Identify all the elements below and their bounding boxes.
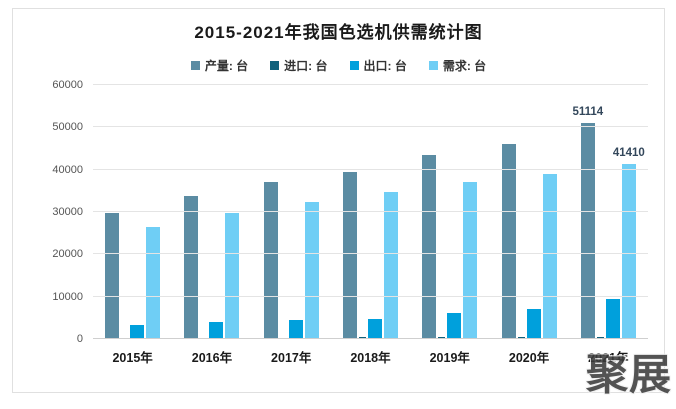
bar-产量-2020年 bbox=[501, 144, 516, 339]
bar-value-label: 41410 bbox=[612, 147, 645, 159]
y-tick-label: 10000 bbox=[52, 290, 83, 303]
bar-需求-2021年: 41410 bbox=[613, 147, 645, 339]
legend-swatch-icon bbox=[190, 61, 200, 70]
bar-group-2017年: 2017年 bbox=[263, 85, 319, 365]
bar-group-2021年: 51114 41410 2021年 bbox=[572, 85, 645, 365]
x-axis-label: 2019年 bbox=[429, 351, 470, 365]
bar-产量-2015年 bbox=[105, 213, 120, 339]
legend-item-1: 进口: 台 bbox=[270, 57, 328, 74]
y-tick-label: 30000 bbox=[52, 206, 83, 218]
x-axis-label: 2021年 bbox=[588, 351, 629, 365]
legend-label: 出口: 台 bbox=[363, 59, 407, 73]
y-tick-label: 60000 bbox=[52, 79, 83, 91]
x-axis-label: 2017年 bbox=[271, 351, 312, 365]
bar-出口-2021年 bbox=[605, 299, 620, 339]
bar-出口-2018年 bbox=[367, 319, 382, 339]
legend-label: 需求: 台 bbox=[442, 59, 487, 73]
y-tick-label: 0 bbox=[76, 333, 83, 345]
bar-value-label: 51114 bbox=[572, 106, 604, 118]
bar-group-2016年: 2016年 bbox=[184, 85, 240, 365]
x-axis-label: 2016年 bbox=[191, 351, 233, 365]
x-axis-line bbox=[93, 338, 648, 339]
gridline bbox=[93, 84, 648, 85]
legend-swatch-icon bbox=[428, 61, 438, 70]
bar-出口-2019年 bbox=[447, 313, 462, 339]
bar-需求-2020年 bbox=[542, 174, 557, 339]
bar-出口-2016年 bbox=[209, 322, 224, 339]
gridline bbox=[93, 253, 648, 255]
gridline bbox=[93, 126, 648, 128]
bar-group-2018年: 2018年 bbox=[342, 85, 398, 365]
legend-swatch-icon bbox=[270, 61, 280, 70]
legend-label: 产量: 台 bbox=[204, 59, 249, 73]
bar-group-2020年: 2020年 bbox=[501, 85, 557, 365]
x-axis-label: 2018年 bbox=[350, 351, 391, 365]
gridline bbox=[93, 168, 648, 170]
bar-需求-2017年 bbox=[304, 202, 319, 339]
watermark: 聚展 bbox=[585, 351, 672, 398]
y-tick-label: 20000 bbox=[52, 248, 83, 261]
bar-出口-2017年 bbox=[288, 320, 303, 339]
bar-产量-2016年 bbox=[184, 196, 199, 339]
bar-产量-2017年 bbox=[263, 182, 278, 339]
legend-item-0: 产量: 台 bbox=[190, 57, 249, 74]
bar-产量-2021年: 51114 bbox=[572, 106, 603, 339]
bar-出口-2020年 bbox=[526, 309, 541, 339]
legend-item-3: 需求: 台 bbox=[428, 57, 487, 74]
y-tick-label: 40000 bbox=[52, 163, 83, 176]
bar-需求-2016年 bbox=[225, 213, 240, 339]
bar-产量-2019年 bbox=[422, 155, 437, 339]
gridline bbox=[93, 295, 648, 297]
legend-swatch-icon bbox=[349, 61, 359, 70]
legend-label: 进口: 台 bbox=[284, 59, 328, 73]
plot-area: 2015年 2016年 2017年 2018年 2019年 2020年 51114 41410… bbox=[52, 79, 648, 365]
bar-需求-2015年 bbox=[146, 227, 161, 339]
chart-card: 2015-2021年我国色选机供需统计图 产量: 台 进口: 台 出口: 台 需求: … bbox=[12, 8, 671, 398]
chart-title: 2015-2021年我国色选机供需统计图 bbox=[194, 23, 483, 42]
bar-产量-2018年 bbox=[342, 172, 357, 339]
legend-item-2: 出口: 台 bbox=[349, 57, 407, 74]
bar-出口-2015年 bbox=[130, 325, 145, 339]
bar-group-2019年: 2019年 bbox=[422, 85, 478, 365]
x-axis-label: 2020年 bbox=[508, 351, 550, 365]
bar-需求-2018年 bbox=[383, 192, 398, 339]
y-tick-label: 50000 bbox=[52, 121, 83, 134]
x-axis-label: 2015年 bbox=[112, 351, 153, 365]
bar-group-2015年: 2015年 bbox=[105, 85, 161, 365]
gridline bbox=[93, 211, 648, 212]
legend: 产量: 台 进口: 台 出口: 台 需求: 台 bbox=[13, 57, 664, 74]
bar-groups: 2015年 2016年 2017年 2018年 2019年 2020年 51114 41410… bbox=[93, 85, 648, 365]
bar-需求-2019年 bbox=[463, 182, 478, 339]
